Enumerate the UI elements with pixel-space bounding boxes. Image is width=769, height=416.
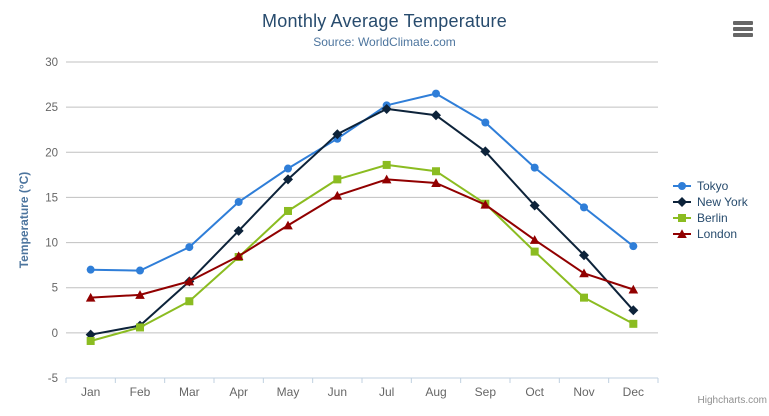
square-marker-icon: [673, 214, 691, 222]
data-point[interactable]: [283, 220, 293, 230]
context-menu-button[interactable]: [729, 17, 757, 41]
data-point[interactable]: [185, 297, 194, 306]
data-point[interactable]: [529, 235, 540, 244]
legend-marker: [678, 182, 686, 190]
circle-marker-icon: [673, 182, 691, 190]
x-axis-label: Sep: [475, 385, 497, 399]
legend-item-label: Berlin: [697, 211, 728, 225]
data-point[interactable]: [530, 163, 539, 172]
data-point[interactable]: [136, 266, 144, 275]
diamond-marker-icon: [673, 197, 691, 207]
data-point[interactable]: [480, 199, 491, 209]
y-axis-label: -5: [48, 373, 58, 385]
data-point[interactable]: [283, 174, 293, 185]
y-axis-label: 0: [52, 328, 58, 340]
credits-link[interactable]: Highcharts.com: [697, 395, 767, 406]
series-line-london: [89, 178, 635, 299]
legend-item-label: London: [697, 227, 738, 241]
data-point[interactable]: [579, 268, 589, 278]
data-point[interactable]: [86, 336, 95, 345]
data-point[interactable]: [628, 305, 639, 316]
y-axis-label: 20: [45, 147, 58, 159]
legend-item-berlin[interactable]: Berlin: [672, 210, 748, 226]
data-point[interactable]: [629, 242, 638, 251]
x-axis-label: Aug: [425, 385, 446, 399]
data-point[interactable]: [86, 265, 95, 274]
series-line-tokyo: [89, 92, 635, 272]
legend-item-london[interactable]: London: [672, 226, 748, 242]
legend-marker: [677, 197, 687, 207]
data-point[interactable]: [135, 290, 145, 299]
x-axis-label: Feb: [130, 385, 151, 399]
data-point[interactable]: [382, 160, 391, 169]
y-axis-label: 25: [45, 102, 58, 114]
data-point[interactable]: [480, 146, 491, 157]
data-point[interactable]: [580, 203, 588, 212]
data-point[interactable]: [332, 129, 343, 140]
data-point[interactable]: [381, 174, 392, 184]
series-london: [85, 174, 639, 302]
data-point[interactable]: [233, 225, 244, 236]
data-point[interactable]: [431, 110, 441, 121]
data-point[interactable]: [332, 190, 343, 200]
x-axis-label: Jun: [328, 385, 347, 399]
data-point[interactable]: [629, 319, 638, 328]
data-point[interactable]: [579, 250, 589, 261]
legend-item-tokyo[interactable]: Tokyo: [672, 178, 748, 194]
x-axis-label: Apr: [229, 385, 248, 399]
legend-item-label: Tokyo: [697, 179, 729, 193]
x-axis-label: Mar: [179, 385, 200, 399]
data-point[interactable]: [185, 243, 194, 252]
data-point[interactable]: [628, 284, 639, 294]
data-point[interactable]: [136, 323, 144, 332]
data-point[interactable]: [580, 293, 588, 302]
legend-item-new-york[interactable]: New York: [672, 194, 748, 210]
x-axis-label: Oct: [525, 385, 544, 399]
data-point[interactable]: [233, 251, 244, 261]
data-point[interactable]: [284, 206, 292, 215]
x-axis-label: Jul: [379, 385, 394, 399]
y-axis-label: 10: [45, 238, 58, 250]
y-axis-label: 30: [45, 57, 58, 69]
y-axis-title: Temperature (°C): [17, 171, 31, 269]
x-axis-label: Dec: [623, 385, 644, 399]
legend-item-label: New York: [697, 195, 748, 209]
data-point[interactable]: [529, 200, 540, 211]
series-line-new-york: [89, 107, 635, 336]
data-point[interactable]: [530, 247, 539, 256]
data-point[interactable]: [431, 178, 441, 187]
data-point[interactable]: [85, 292, 96, 302]
data-point[interactable]: [184, 276, 195, 286]
data-point[interactable]: [432, 89, 440, 98]
data-point[interactable]: [284, 164, 292, 173]
legend-marker: [677, 229, 687, 238]
y-axis-label: 5: [52, 283, 58, 295]
series-tokyo: [86, 89, 638, 275]
x-axis-label: Nov: [573, 385, 594, 399]
chart-title: Monthly Average Temperature: [262, 11, 507, 31]
y-axis-label: 15: [45, 192, 58, 204]
series-new-york: [85, 103, 639, 340]
hamburger-icon: [733, 21, 753, 37]
data-point[interactable]: [381, 103, 392, 114]
legend-marker: [678, 214, 686, 222]
data-point[interactable]: [481, 118, 490, 127]
data-point[interactable]: [333, 175, 342, 184]
series-line-berlin: [89, 163, 635, 342]
legend: Tokyo New York Berlin London: [672, 178, 748, 242]
x-axis-label: May: [277, 385, 300, 399]
x-axis-label: Jan: [81, 385, 100, 399]
triangle-marker-icon: [673, 229, 691, 238]
chart-subtitle: Source: WorldClimate.com: [313, 35, 456, 49]
data-point[interactable]: [234, 197, 243, 206]
data-point[interactable]: [432, 167, 440, 176]
